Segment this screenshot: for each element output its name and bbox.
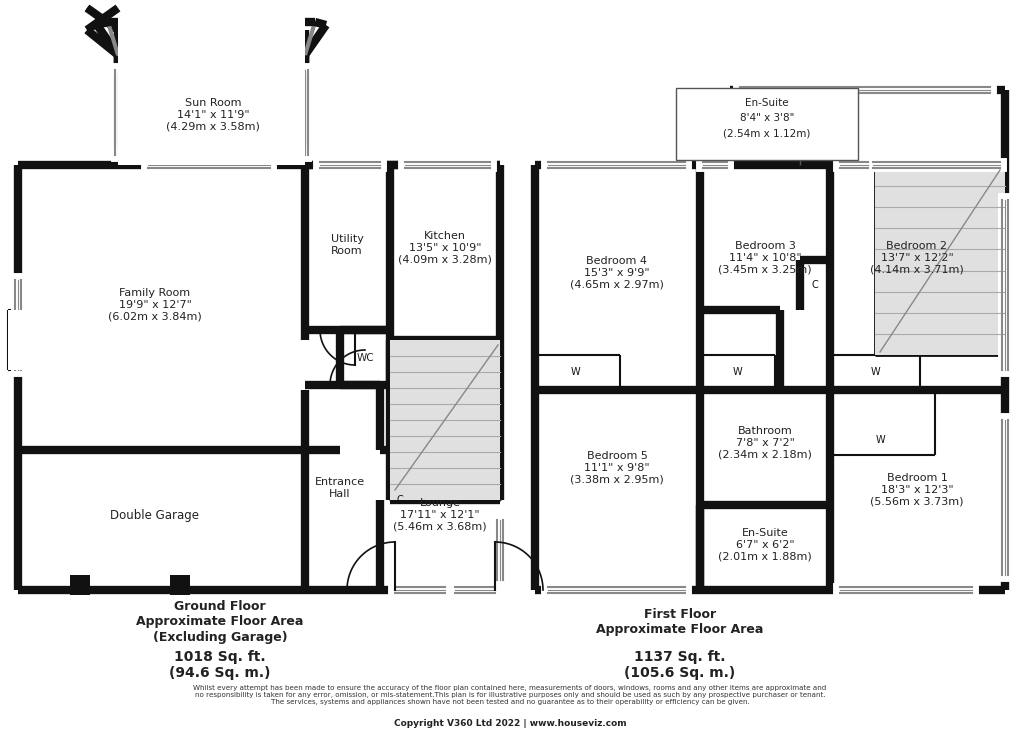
Text: Bedroom 4
15'3" x 9'9"
(4.65m x 2.97m): Bedroom 4 15'3" x 9'9" (4.65m x 2.97m) bbox=[570, 256, 663, 289]
Bar bbox=[170, 575, 190, 595]
Text: Ground Floor
Approximate Floor Area
(Excluding Garage): Ground Floor Approximate Floor Area (Exc… bbox=[137, 601, 304, 644]
Text: First Floor
Approximate Floor Area: First Floor Approximate Floor Area bbox=[596, 608, 763, 636]
Bar bbox=[389, 165, 499, 340]
Bar bbox=[389, 340, 499, 590]
Text: W: W bbox=[874, 435, 883, 445]
Bar bbox=[305, 165, 389, 330]
Text: Utility
Room: Utility Room bbox=[330, 234, 363, 256]
Text: Bathroom
7'8" x 7'2"
(2.34m x 2.18m): Bathroom 7'8" x 7'2" (2.34m x 2.18m) bbox=[717, 427, 811, 460]
Text: Sun Room
14'1" x 11'9"
(4.29m x 3.58m): Sun Room 14'1" x 11'9" (4.29m x 3.58m) bbox=[166, 98, 260, 131]
Bar bbox=[535, 165, 1004, 590]
Bar bbox=[8, 310, 28, 370]
Text: Bedroom 5
11'1" x 9'8"
(3.38m x 2.95m): Bedroom 5 11'1" x 9'8" (3.38m x 2.95m) bbox=[570, 452, 663, 485]
Bar bbox=[389, 340, 499, 500]
Text: W: W bbox=[869, 367, 879, 377]
Text: Entrance
Hall: Entrance Hall bbox=[315, 477, 365, 499]
Text: Bedroom 2
13'7" x 12'2"
(4.14m x 3.71m): Bedroom 2 13'7" x 12'2" (4.14m x 3.71m) bbox=[869, 241, 963, 275]
Bar bbox=[380, 450, 499, 590]
Bar bbox=[70, 575, 90, 595]
Text: En-Suite
6'7" x 6'2"
(2.01m x 1.88m): En-Suite 6'7" x 6'2" (2.01m x 1.88m) bbox=[717, 528, 811, 562]
Bar bbox=[118, 15, 305, 165]
Bar bbox=[874, 165, 1004, 355]
Text: W: W bbox=[570, 367, 579, 377]
Text: 8'4" x 3'8": 8'4" x 3'8" bbox=[739, 113, 794, 123]
Bar bbox=[730, 90, 1004, 165]
Text: C: C bbox=[396, 495, 403, 505]
Text: En-Suite: En-Suite bbox=[745, 98, 788, 108]
Text: Double Garage: Double Garage bbox=[110, 508, 200, 522]
Text: Copyright V360 Ltd 2022 | www.houseviz.com: Copyright V360 Ltd 2022 | www.houseviz.c… bbox=[393, 720, 626, 728]
Text: Kitchen
13'5" x 10'9"
(4.09m x 3.28m): Kitchen 13'5" x 10'9" (4.09m x 3.28m) bbox=[397, 232, 491, 265]
Text: Bedroom 1
18'3" x 12'3"
(5.56m x 3.73m): Bedroom 1 18'3" x 12'3" (5.56m x 3.73m) bbox=[869, 473, 963, 506]
Bar bbox=[18, 450, 305, 590]
Text: C: C bbox=[811, 280, 817, 290]
Bar bbox=[118, 15, 305, 165]
Text: W: W bbox=[732, 367, 741, 377]
Bar bbox=[18, 165, 305, 450]
Text: WC: WC bbox=[356, 353, 373, 363]
Text: (2.54m x 1.12m): (2.54m x 1.12m) bbox=[722, 128, 810, 138]
Text: Lounge
17'11" x 12'1"
(5.46m x 3.68m): Lounge 17'11" x 12'1" (5.46m x 3.68m) bbox=[392, 498, 486, 531]
Bar bbox=[339, 330, 389, 385]
Text: Family Room
19'9" x 12'7"
(6.02m x 3.84m): Family Room 19'9" x 12'7" (6.02m x 3.84m… bbox=[108, 289, 202, 322]
FancyBboxPatch shape bbox=[676, 88, 857, 160]
Bar bbox=[305, 385, 380, 590]
Bar bbox=[118, 55, 305, 165]
Text: Bedroom 3
11'4" x 10'8"
(3.45m x 3.25m): Bedroom 3 11'4" x 10'8" (3.45m x 3.25m) bbox=[717, 241, 811, 275]
Text: 1137 Sq. ft.
(105.6 Sq. m.): 1137 Sq. ft. (105.6 Sq. m.) bbox=[624, 650, 735, 680]
Text: Whilst every attempt has been made to ensure the accuracy of the floor plan cont: Whilst every attempt has been made to en… bbox=[194, 685, 825, 705]
Text: 1018 Sq. ft.
(94.6 Sq. m.): 1018 Sq. ft. (94.6 Sq. m.) bbox=[169, 650, 270, 680]
